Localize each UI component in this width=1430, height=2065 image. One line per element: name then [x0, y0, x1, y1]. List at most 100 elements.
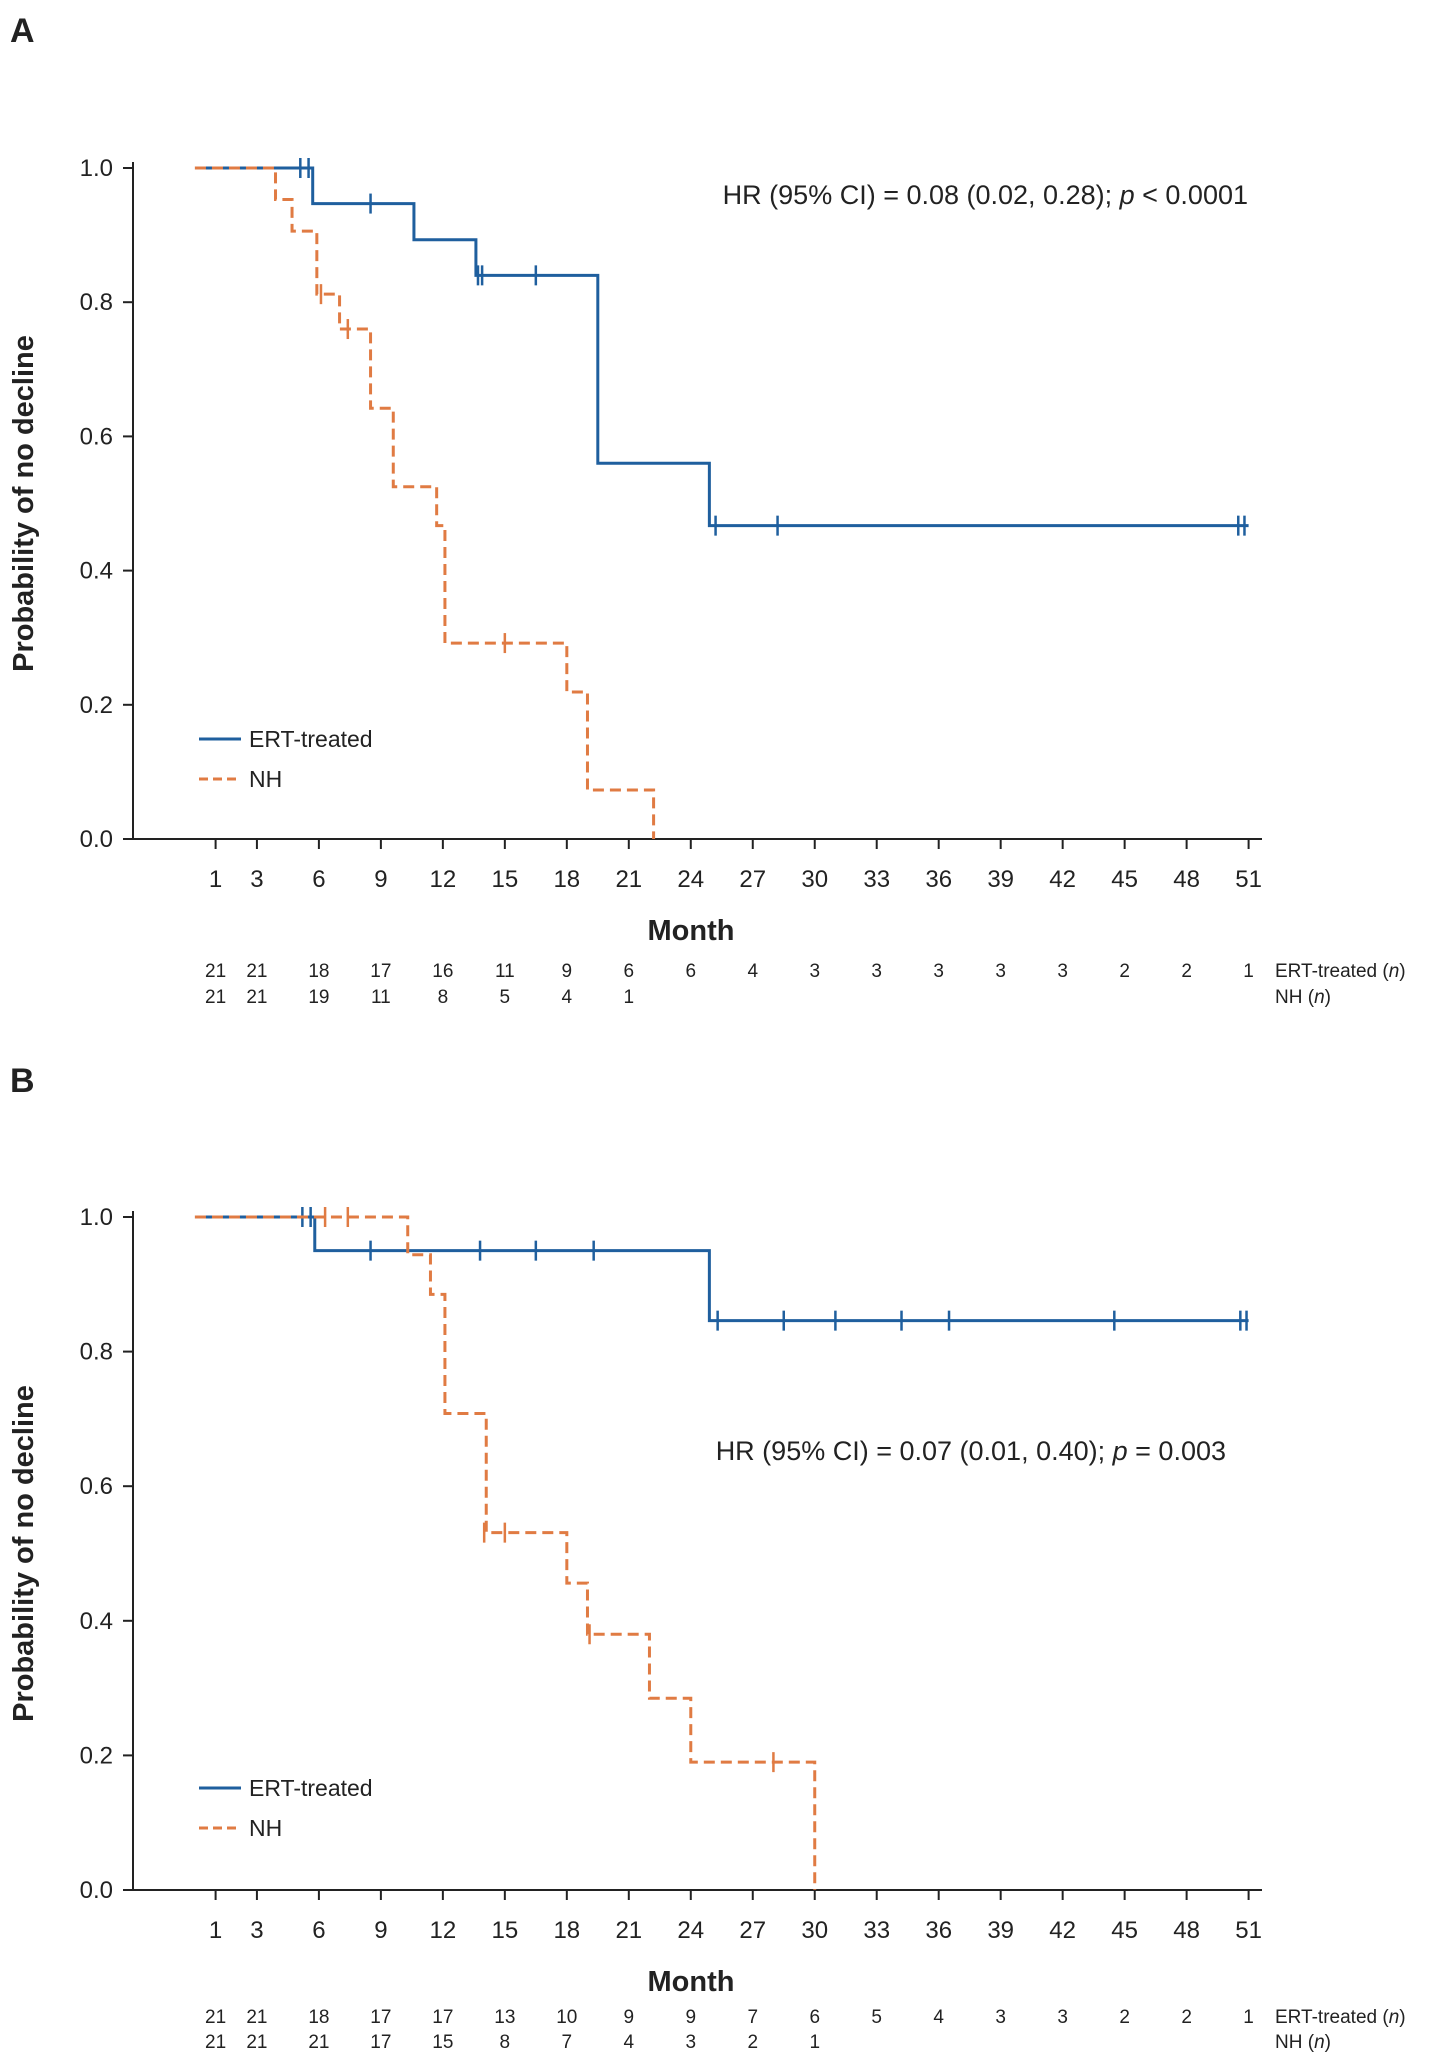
y-tick-label: 0.8	[80, 289, 113, 316]
x-tick-label: 30	[801, 1917, 828, 1944]
x-tick-label: 27	[739, 1917, 766, 1944]
y-tick-label: 0.4	[80, 558, 113, 585]
y-axis-title: Probability of no decline	[8, 1385, 40, 1722]
risk-row-close: )	[1399, 961, 1405, 982]
x-tick-label: 42	[1049, 1917, 1076, 1944]
x-tick-label: 45	[1111, 1917, 1138, 1944]
risk-row-name: ERT-treated (	[1275, 2007, 1389, 2028]
risk-value: 3	[995, 961, 1006, 982]
x-tick-label: 6	[312, 866, 325, 893]
y-tick-label: 0.6	[80, 1473, 113, 1500]
hr-annotation: HR (95% CI) = 0.08 (0.02, 0.28); p < 0.0…	[723, 180, 1248, 210]
x-axis-title: Month	[648, 1966, 735, 1998]
risk-value: 2	[1181, 961, 1192, 982]
x-tick-label: 12	[430, 1917, 457, 1944]
risk-value: 4	[562, 987, 573, 1008]
series-line-ert-treated	[194, 1215, 1249, 1323]
risk-value: 17	[370, 2032, 391, 2053]
series-line-ert-treated	[194, 166, 1249, 528]
y-tick-label: 1.0	[80, 1204, 113, 1231]
risk-value: 2	[1181, 2007, 1192, 2028]
risk-row-close: )	[1399, 2007, 1405, 2028]
risk-value: 18	[308, 2007, 329, 2028]
risk-value: 3	[871, 961, 882, 982]
risk-row-close: )	[1325, 987, 1331, 1008]
x-tick-label: 15	[491, 866, 518, 893]
y-axis-title: Probability of no decline	[8, 335, 40, 672]
legend-label: NH	[249, 1815, 282, 1841]
hr-p: p	[1119, 180, 1135, 210]
risk-row-label: NH (n)	[1275, 2032, 1331, 2053]
x-tick-label: 6	[312, 1917, 325, 1944]
risk-value: 17	[370, 2007, 391, 2028]
risk-row-n: n	[1314, 987, 1325, 1008]
risk-row-name: ERT-treated (	[1275, 961, 1389, 982]
risk-value: 1	[1243, 961, 1254, 982]
risk-value: 6	[624, 961, 635, 982]
risk-value: 5	[871, 2007, 882, 2028]
risk-value: 9	[624, 2007, 635, 2028]
x-tick-label: 39	[987, 866, 1014, 893]
x-tick-label: 30	[801, 866, 828, 893]
x-tick-label: 9	[374, 1917, 387, 1944]
x-tick-label: 51	[1235, 1917, 1262, 1944]
risk-value: 16	[432, 961, 453, 982]
x-tick-label: 51	[1235, 866, 1262, 893]
risk-value: 2	[1119, 2007, 1130, 2028]
x-tick-label: 21	[615, 866, 642, 893]
hr-prefix: HR (95% CI) = 0.08 (0.02, 0.28);	[723, 180, 1120, 210]
risk-value: 2	[1119, 961, 1130, 982]
panel-B: B0.00.20.40.60.81.01 3 6 9 12 15 18 21 24 27 30 33 3…	[8, 1062, 1406, 2053]
risk-value: 5	[500, 987, 511, 1008]
y-tick-label: 0.0	[80, 1877, 113, 1904]
risk-value: 7	[562, 2032, 573, 2053]
legend-label: NH	[249, 766, 282, 792]
x-axis-title: Month	[648, 915, 735, 947]
risk-row-n: n	[1389, 961, 1400, 982]
series-line-nh	[194, 1215, 817, 1890]
x-tick-label: 18	[553, 866, 580, 893]
hr-annotation: HR (95% CI) = 0.07 (0.01, 0.40); p = 0.0…	[716, 1436, 1226, 1466]
risk-value: 6	[685, 961, 696, 982]
hr-p: p	[1112, 1436, 1128, 1466]
x-tick-label: 33	[863, 1917, 890, 1944]
risk-value: 3	[809, 961, 820, 982]
risk-row-name: NH (	[1275, 987, 1315, 1008]
risk-row-name: NH (	[1275, 2032, 1315, 2053]
risk-value: 11	[495, 961, 515, 982]
x-tick-label: 36	[925, 866, 952, 893]
risk-value: 3	[1057, 961, 1068, 982]
risk-value: 10	[556, 2007, 577, 2028]
risk-value: 4	[933, 2007, 944, 2028]
series-line-nh	[194, 166, 656, 839]
x-tick-label: 39	[987, 1917, 1014, 1944]
x-tick-label: 24	[677, 1917, 704, 1944]
risk-value: 2	[747, 2032, 758, 2053]
risk-row-n: n	[1389, 2007, 1400, 2028]
y-tick-label: 0.4	[80, 1608, 113, 1635]
y-tick-label: 0.2	[80, 1742, 113, 1769]
risk-value: 8	[500, 2032, 511, 2053]
legend-label: ERT-treated	[249, 726, 373, 752]
risk-value: 4	[624, 2032, 635, 2053]
y-tick-label: 0.0	[80, 826, 113, 853]
risk-row-label: ERT-treated (n)	[1275, 2007, 1406, 2028]
x-tick-label: 3	[250, 1917, 263, 1944]
risk-value: 21	[205, 961, 226, 982]
risk-row-close: )	[1325, 2032, 1331, 2053]
risk-value: 9	[562, 961, 573, 982]
x-tick-label: 1	[209, 1917, 222, 1944]
x-tick-label: 21	[615, 1917, 642, 1944]
risk-value: 3	[1057, 2007, 1068, 2028]
risk-value: 21	[246, 2007, 267, 2028]
risk-value: 15	[432, 2032, 453, 2053]
risk-value: 21	[205, 2007, 226, 2028]
risk-value: 13	[494, 2007, 515, 2028]
x-tick-label: 18	[553, 1917, 580, 1944]
hr-prefix: HR (95% CI) = 0.07 (0.01, 0.40);	[716, 1436, 1113, 1466]
panel-label: A	[10, 12, 35, 50]
risk-value: 11	[371, 987, 391, 1008]
risk-value: 3	[933, 961, 944, 982]
risk-value: 21	[308, 2032, 329, 2053]
risk-value: 21	[246, 2032, 267, 2053]
